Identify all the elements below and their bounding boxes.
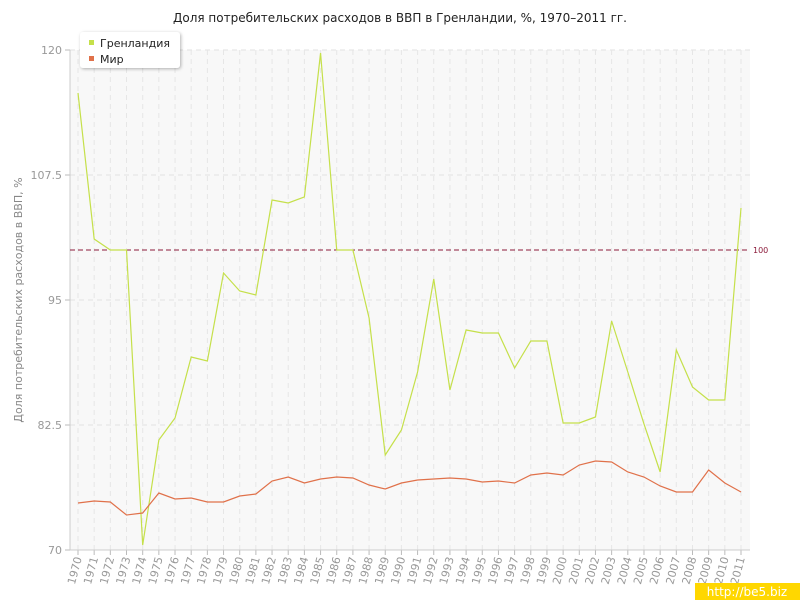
legend-label: Мир [100, 53, 124, 66]
marks: 100 [70, 52, 768, 546]
y-axis-label: Доля потребительских расходов в ВВП, % [12, 177, 25, 422]
plot-area [70, 50, 750, 550]
series-line [77, 52, 742, 546]
y-tick-label: 120 [41, 44, 62, 57]
legend-box [80, 32, 180, 68]
legend: Гренландия Мир [80, 32, 180, 68]
y-tick-label: 70 [48, 544, 62, 557]
y-tick-label: 82.5 [38, 419, 63, 432]
series-line [77, 460, 742, 516]
watermark-bg [695, 583, 800, 600]
legend-label: Гренландия [100, 37, 170, 50]
chart-title: Доля потребительских расходов в ВВП в Гр… [173, 11, 627, 25]
watermark: http://be5.biz [707, 585, 787, 599]
y-tick-label: 95 [48, 294, 62, 307]
legend-swatch [89, 56, 94, 61]
legend-swatch [89, 40, 94, 45]
reference-label: 100 [753, 246, 768, 255]
y-tick-label: 107.5 [31, 169, 63, 182]
